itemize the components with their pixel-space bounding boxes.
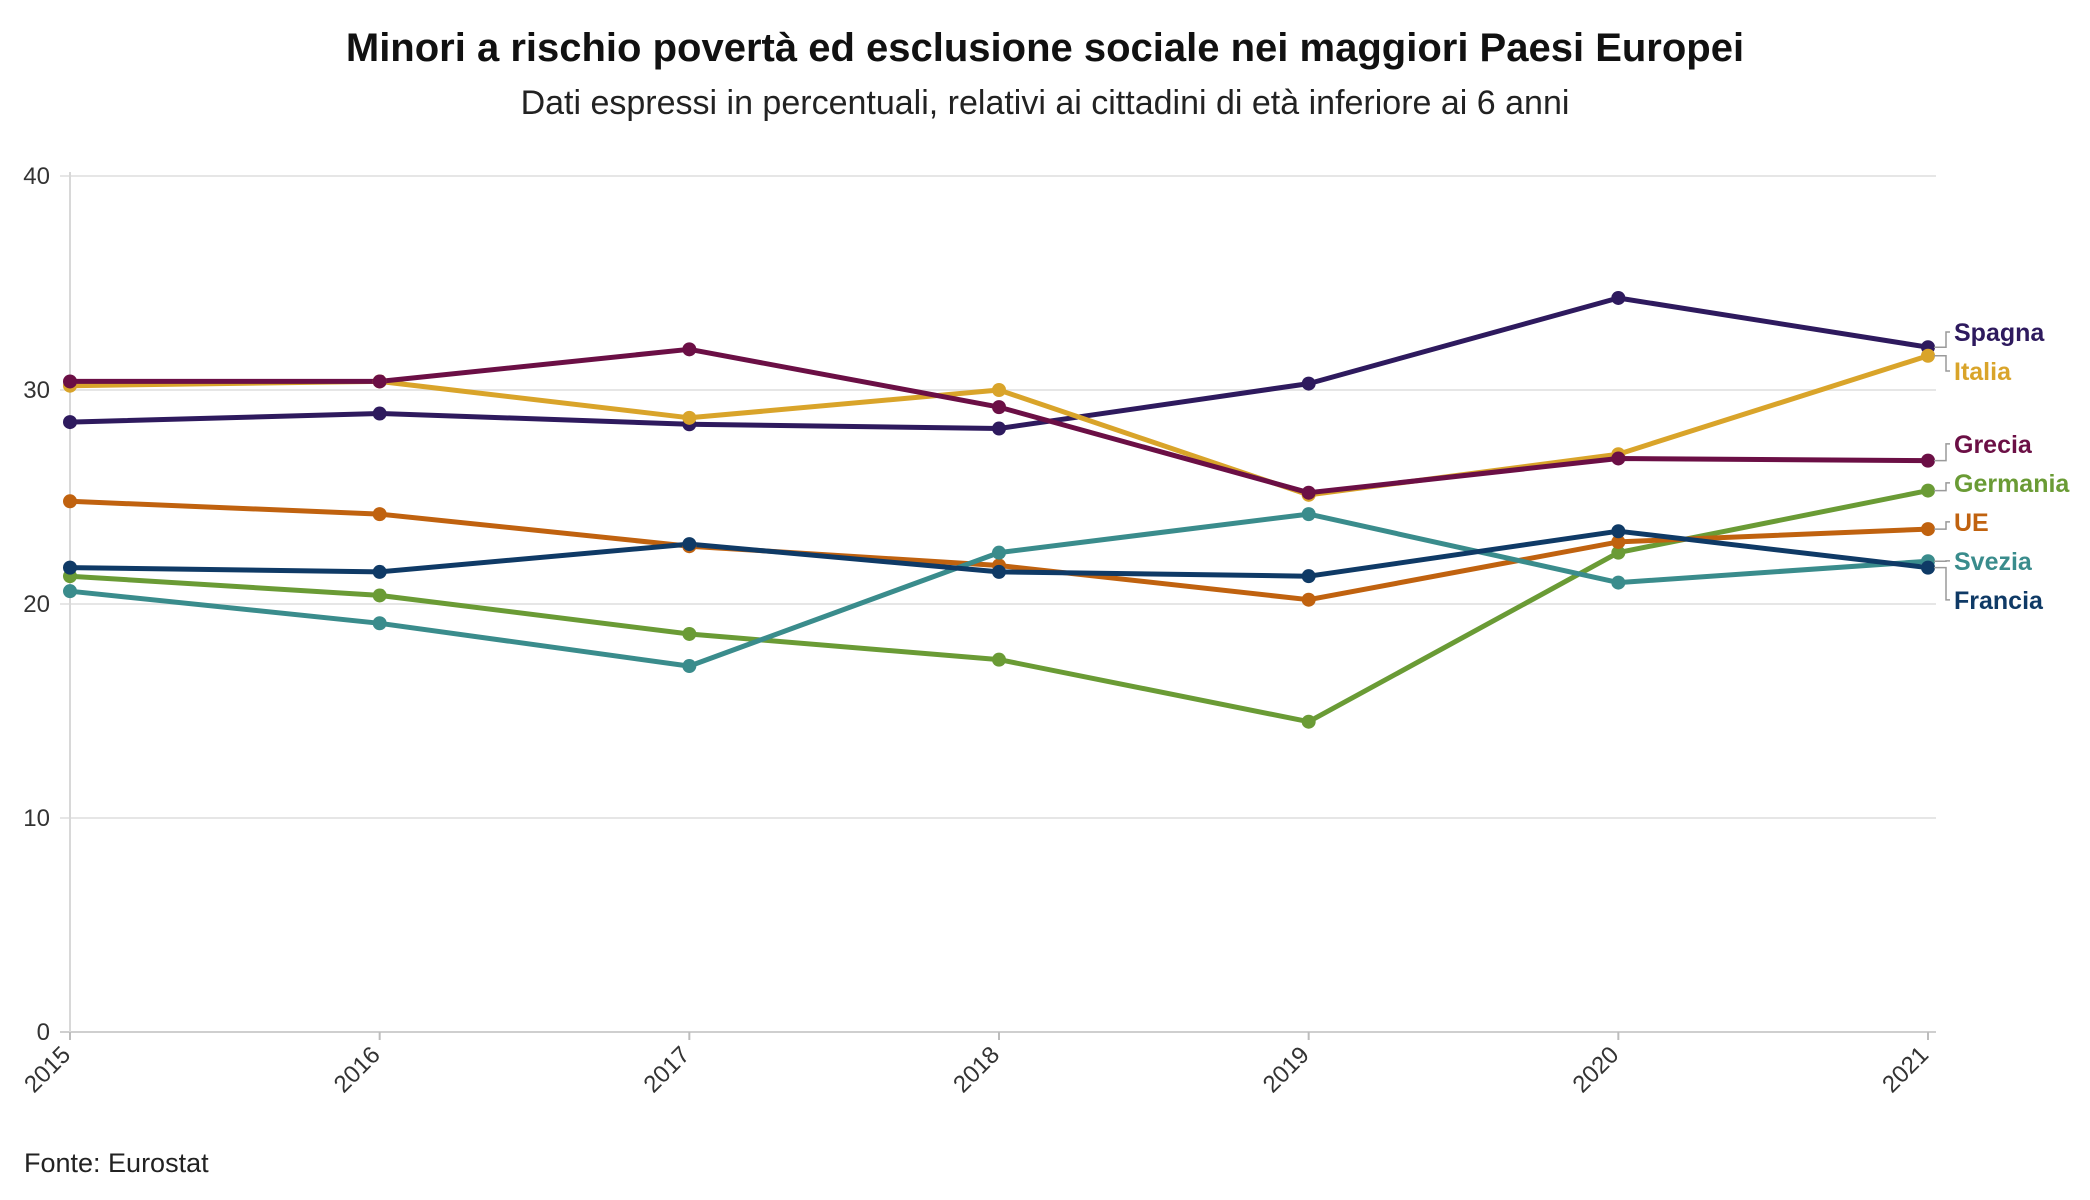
series-label-francia: Francia (1954, 587, 2044, 615)
x-tick-label: 2021 (1877, 1041, 1934, 1098)
data-point-svezia (63, 584, 77, 599)
data-point-svezia (682, 659, 697, 674)
data-point-germania (1611, 545, 1626, 560)
data-point-grecia (682, 342, 697, 357)
y-tick-label: 0 (37, 1019, 50, 1046)
data-point-ue (1921, 522, 1935, 537)
data-point-germania (992, 652, 1006, 667)
series-label-grecia: Grecia (1954, 431, 2033, 459)
y-tick-label: 10 (23, 805, 50, 832)
series-line-grecia (67, 346, 1931, 496)
data-point-francia (1921, 560, 1935, 575)
data-point-grecia (1921, 453, 1935, 468)
data-point-germania (372, 588, 387, 603)
x-tick-label: 2017 (638, 1041, 695, 1098)
label-leader (1934, 355, 1950, 372)
data-point-svezia (1611, 575, 1626, 590)
data-point-ue (63, 494, 77, 509)
chart-title: Minori a rischio povertà ed esclusione s… (345, 26, 1745, 70)
chart-source: Fonte: Eurostat (24, 1148, 209, 1178)
data-point-germania (682, 626, 697, 641)
data-point-spagna (992, 421, 1006, 436)
y-tick-label: 20 (23, 591, 50, 618)
series-label-ue: UE (1954, 509, 1989, 537)
data-point-ue (372, 507, 387, 522)
y-tick-label: 30 (23, 377, 50, 404)
data-point-grecia (1611, 451, 1626, 466)
label-leader (1934, 521, 1950, 530)
series-label-svezia: Svezia (1954, 548, 2033, 576)
data-point-grecia (1301, 485, 1316, 500)
series-line-germania (67, 488, 1931, 725)
x-tick-label: 2018 (948, 1041, 1005, 1098)
data-point-italia (1921, 348, 1935, 363)
data-point-spagna (1301, 376, 1316, 391)
x-tick-label: 2019 (1258, 1041, 1315, 1098)
series-label-germania: Germania (1954, 470, 2070, 498)
x-tick-label: 2020 (1567, 1041, 1624, 1098)
label-leader (1934, 482, 1950, 492)
label-leader (1934, 443, 1950, 462)
x-tick-label: 2016 (329, 1041, 386, 1098)
data-point-francia (682, 537, 697, 552)
series-label-spagna: Spagna (1954, 319, 2045, 347)
data-point-francia (1611, 524, 1626, 539)
data-point-germania (1921, 483, 1935, 498)
data-point-francia (63, 560, 77, 575)
data-point-francia (372, 564, 387, 579)
y-tick-label: 40 (23, 163, 50, 190)
data-point-francia (992, 564, 1006, 579)
chart-subtitle: Dati espressi in percentuali, relativi a… (520, 84, 1570, 122)
data-point-svezia (1301, 507, 1316, 522)
data-point-grecia (63, 374, 77, 389)
data-point-germania (1301, 714, 1316, 729)
label-leader (1934, 331, 1950, 348)
data-point-francia (1301, 569, 1316, 584)
data-point-spagna (372, 406, 387, 421)
x-tick-label: 2015 (19, 1041, 76, 1098)
data-point-spagna (63, 415, 77, 430)
data-point-grecia (372, 374, 387, 389)
data-point-svezia (992, 545, 1006, 560)
data-point-italia (682, 410, 697, 425)
data-point-ue (1301, 592, 1316, 607)
data-point-ue (1611, 534, 1626, 549)
label-leader (1934, 566, 1950, 601)
data-point-spagna (1611, 290, 1626, 305)
data-point-grecia (992, 400, 1006, 415)
data-point-italia (992, 383, 1006, 397)
data-point-svezia (372, 616, 387, 631)
series-label-italia: Italia (1954, 358, 2012, 386)
